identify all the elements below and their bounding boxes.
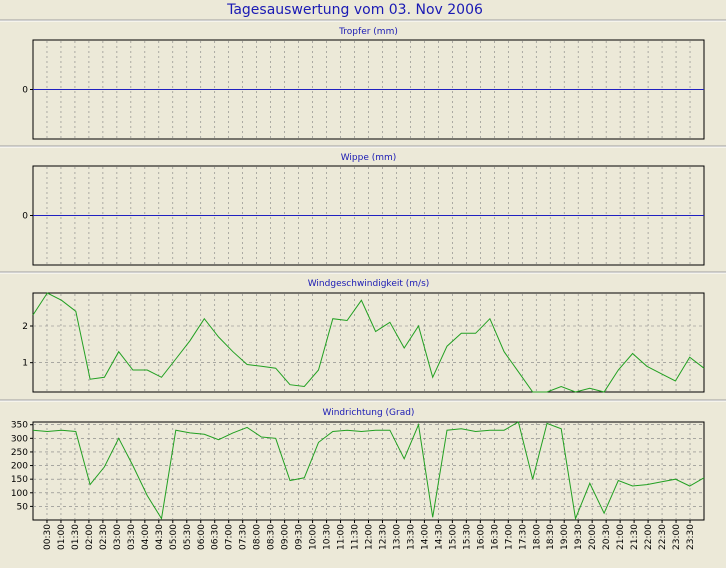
x-tick-label: 15:00 (448, 524, 458, 550)
x-tick-label: 17:00 (504, 524, 514, 550)
x-tick-label: 11:00 (337, 524, 347, 550)
x-tick-label: 10:00 (309, 524, 319, 550)
x-tick-label: 22:00 (644, 524, 654, 550)
panel-1: Tropfer (mm) 0 (0, 19, 726, 140)
x-tick-label: 12:30 (378, 524, 388, 550)
plot-frame (32, 292, 705, 393)
x-tick-label: 11:30 (351, 524, 361, 550)
x-tick-label: 18:00 (532, 524, 542, 550)
x-tick-label: 23:30 (686, 524, 696, 550)
y-tick-label: 2 (22, 322, 28, 332)
x-tick-label: 06:00 (197, 524, 207, 550)
panels: Tropfer (mm) 0 Wippe (mm) 0 Windgeschwindigk… (0, 19, 726, 550)
x-tick-label: 06:30 (211, 524, 221, 550)
x-tick-label: 13:00 (392, 524, 402, 550)
x-tick-label: 19:30 (574, 524, 584, 550)
x-tick-label: 20:00 (588, 524, 598, 550)
x-tick-label: 13:30 (406, 524, 416, 550)
y-tick-label: 0 (22, 86, 28, 96)
y-tick-label: 1 (22, 359, 28, 369)
panel-4: Windrichtung (Grad) 50 100 150 200 250 300 350 (0, 399, 726, 521)
x-tick-label: 20:30 (602, 524, 612, 550)
panel-title: Wippe (mm) (341, 153, 397, 163)
y-tick-label: 300 (11, 434, 28, 444)
x-tick-label: 07:00 (225, 524, 235, 550)
y-tick-label: 200 (11, 462, 28, 472)
x-tick-label: 08:30 (267, 524, 277, 550)
panel-title: Windrichtung (Grad) (323, 408, 415, 418)
x-tick-label: 00:30 (43, 524, 53, 550)
series-line (32, 292, 705, 393)
x-tick-label: 14:30 (434, 524, 444, 550)
y-tick-label: 350 (11, 421, 28, 431)
x-tick-label: 09:30 (295, 524, 305, 550)
x-tick-label: 16:00 (476, 524, 486, 550)
y-tick-label: 250 (11, 448, 28, 458)
panel-3: Windgeschwindigkeit (m/s) 1 2 (0, 271, 726, 393)
x-tick-label: 04:30 (155, 524, 165, 550)
series-line (32, 421, 705, 521)
x-tick-label: 01:30 (71, 524, 81, 550)
x-tick-label: 22:30 (658, 524, 668, 550)
panel-title: Windgeschwindigkeit (m/s) (308, 279, 430, 289)
x-tick-label: 03:00 (113, 524, 123, 550)
x-tick-label: 08:00 (253, 524, 263, 550)
y-tick-label: 50 (17, 502, 29, 512)
x-tick-label: 12:00 (365, 524, 375, 550)
x-tick-label: 19:00 (560, 524, 570, 550)
y-tick-label: 100 (11, 489, 28, 499)
x-tick-label: 23:00 (672, 524, 682, 550)
x-tick-label: 01:00 (57, 524, 67, 550)
x-tick-label: 02:00 (85, 524, 95, 550)
x-tick-label: 21:00 (616, 524, 626, 550)
x-tick-label: 04:00 (141, 524, 151, 550)
x-tick-label: 15:30 (462, 524, 472, 550)
x-tick-label: 16:30 (490, 524, 500, 550)
x-tick-label: 18:30 (546, 524, 556, 550)
panel-2: Wippe (mm) 0 (0, 145, 726, 266)
x-tick-label: 02:30 (99, 524, 109, 550)
x-tick-label: 21:30 (630, 524, 640, 550)
y-tick-label: 0 (22, 212, 28, 222)
x-tick-label: 03:30 (127, 524, 137, 550)
x-tick-label: 14:00 (420, 524, 430, 550)
x-axis: 00:30 01:00 01:30 02:00 02:30 03:00 03:30 04:00… (43, 520, 696, 550)
x-tick-label: 05:30 (183, 524, 193, 550)
x-tick-label: 09:00 (281, 524, 291, 550)
x-tick-label: 07:30 (239, 524, 249, 550)
y-tick-label: 150 (11, 475, 28, 485)
page-title: Tagesauswertung vom 03. Nov 2006 (226, 2, 483, 18)
x-tick-label: 17:30 (518, 524, 528, 550)
x-tick-label: 05:00 (169, 524, 179, 550)
panel-title: Tropfer (mm) (338, 27, 398, 37)
x-tick-label: 10:30 (323, 524, 333, 550)
plot-frame (32, 421, 705, 521)
